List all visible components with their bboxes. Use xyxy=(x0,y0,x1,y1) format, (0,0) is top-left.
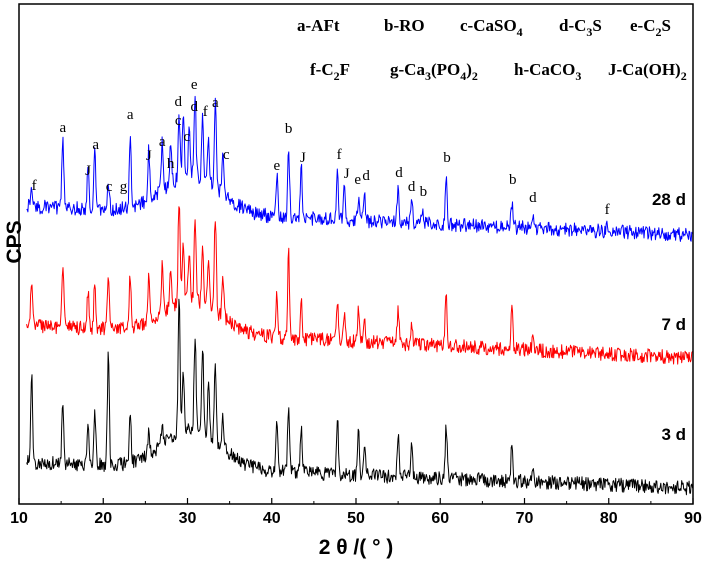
x-tick-label: 40 xyxy=(263,510,281,527)
peak-label: c xyxy=(183,129,190,145)
legend-item: b-RO xyxy=(384,16,425,35)
x-axis-label: 2 θ /( ° ) xyxy=(319,536,394,559)
peak-label: a xyxy=(59,120,66,136)
series-line-28d xyxy=(26,95,693,242)
peak-label: g xyxy=(120,179,128,195)
peak-label: c xyxy=(175,113,182,129)
peak-label: f xyxy=(605,202,610,218)
phase-legend: a-AFt b-RO c-CaSO4 d-C3S e-C2S f-C2F g-Ca3(PO4… xyxy=(297,16,687,83)
peak-label: a xyxy=(212,95,219,111)
peak-label: e xyxy=(191,77,198,93)
legend-item: f-C2F xyxy=(310,60,350,83)
peak-label: b xyxy=(285,121,293,137)
y-axis-label: CPS xyxy=(3,220,26,263)
peak-label: c xyxy=(106,179,113,195)
peak-label: f xyxy=(203,104,208,120)
series-line-3d xyxy=(26,298,693,496)
x-tick-label: 90 xyxy=(684,510,702,527)
peak-label: a xyxy=(92,137,99,153)
peak-label: b xyxy=(443,150,451,166)
series-layer xyxy=(26,95,693,496)
series-labels: 28 d 7 d 3 d xyxy=(652,190,686,444)
series-label: 7 d xyxy=(661,315,686,334)
x-tick-label: 60 xyxy=(431,510,449,527)
x-tick-label: 10 xyxy=(10,510,28,527)
x-tick-label: 50 xyxy=(347,510,365,527)
peak-label: d xyxy=(362,168,370,184)
peak-label: b xyxy=(509,172,517,188)
x-tick-label: 70 xyxy=(516,510,534,527)
peak-label: d xyxy=(190,99,198,115)
legend-item: a-AFt xyxy=(297,16,340,35)
peak-label: a xyxy=(127,107,134,123)
peak-label: a xyxy=(159,134,166,150)
legend-item: c-CaSO4 xyxy=(460,16,523,39)
x-ticks: 10 20 30 40 50 60 70 80 90 xyxy=(10,498,702,527)
legend-item: g-Ca3(PO4)2 xyxy=(390,60,478,83)
plot-frame xyxy=(18,3,694,505)
peak-label: c xyxy=(223,147,230,163)
peak-label: h xyxy=(167,156,175,172)
legend-item: e-C2S xyxy=(630,16,671,39)
peak-label: f xyxy=(337,147,342,163)
peak-label: e xyxy=(273,158,280,174)
peak-label: d xyxy=(529,190,537,206)
peak-label: b xyxy=(420,184,428,200)
peak-label: e xyxy=(354,172,361,188)
x-tick-label: 80 xyxy=(600,510,618,527)
peak-label: d xyxy=(174,94,182,110)
x-tick-label: 30 xyxy=(179,510,197,527)
peak-label: d xyxy=(408,179,416,195)
peak-label: J xyxy=(85,163,91,179)
peak-label: J xyxy=(300,150,306,166)
series-line-7d xyxy=(26,206,693,365)
peak-label: d xyxy=(395,165,403,181)
series-label: 3 d xyxy=(661,425,686,444)
legend-item: d-C3S xyxy=(559,16,602,39)
peak-label: f xyxy=(32,178,37,194)
x-tick-label: 20 xyxy=(94,510,112,527)
legend-item: J-Ca(OH)2 xyxy=(608,60,687,83)
peak-label: J xyxy=(344,166,350,182)
legend-item: h-CaCO3 xyxy=(514,60,581,83)
peak-label: J xyxy=(146,148,152,164)
series-label: 28 d xyxy=(652,190,686,209)
